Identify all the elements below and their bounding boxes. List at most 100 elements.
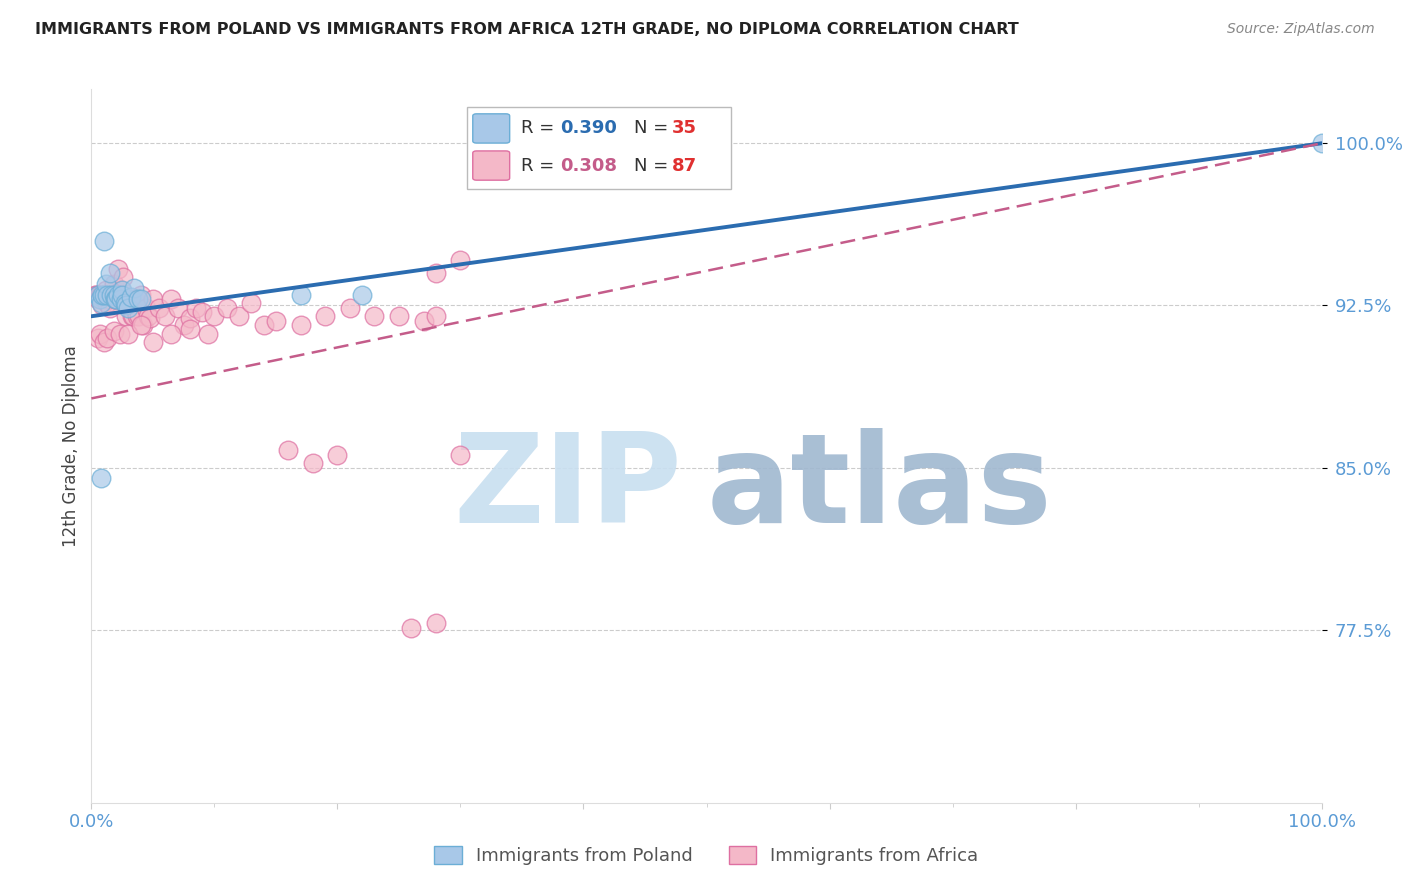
- Text: atlas: atlas: [706, 428, 1052, 549]
- Point: [425, 310, 447, 324]
- Point: [108, 292, 131, 306]
- Text: R =: R =: [520, 157, 560, 175]
- Point: [184, 301, 207, 315]
- Point: [228, 310, 250, 324]
- FancyBboxPatch shape: [467, 107, 731, 189]
- Point: [96, 277, 117, 291]
- Point: [277, 443, 299, 458]
- Point: [191, 305, 214, 319]
- Y-axis label: 12th Grade, No Diploma: 12th Grade, No Diploma: [62, 345, 80, 547]
- Text: 35: 35: [672, 120, 697, 137]
- Point: [111, 287, 134, 301]
- Point: [314, 310, 336, 324]
- Point: [160, 326, 183, 341]
- Point: [128, 310, 150, 324]
- Point: [114, 292, 136, 306]
- Point: [179, 322, 201, 336]
- Point: [93, 335, 115, 350]
- Point: [86, 287, 108, 301]
- Point: [90, 296, 112, 310]
- Point: [96, 283, 117, 297]
- Text: 0.390: 0.390: [560, 120, 617, 137]
- Point: [124, 292, 146, 306]
- Point: [425, 616, 447, 631]
- Point: [240, 296, 263, 310]
- Point: [103, 287, 125, 301]
- Point: [86, 331, 108, 345]
- Point: [253, 318, 276, 332]
- Point: [135, 301, 156, 315]
- Point: [136, 310, 159, 324]
- Point: [352, 287, 374, 301]
- Point: [98, 266, 121, 280]
- Point: [425, 266, 447, 280]
- Text: IMMIGRANTS FROM POLAND VS IMMIGRANTS FROM AFRICA 12TH GRADE, NO DIPLOMA CORRELAT: IMMIGRANTS FROM POLAND VS IMMIGRANTS FRO…: [35, 22, 1019, 37]
- Point: [89, 290, 111, 304]
- Point: [449, 448, 471, 462]
- Legend: Immigrants from Poland, Immigrants from Africa: Immigrants from Poland, Immigrants from …: [427, 838, 986, 872]
- Text: N =: N =: [634, 157, 673, 175]
- Point: [148, 301, 170, 315]
- Point: [120, 290, 142, 304]
- Point: [142, 335, 165, 350]
- Point: [202, 310, 225, 324]
- Point: [166, 301, 188, 315]
- Point: [96, 287, 118, 301]
- Point: [84, 287, 107, 301]
- Point: [117, 292, 139, 306]
- Point: [112, 270, 135, 285]
- Text: N =: N =: [634, 120, 673, 137]
- Point: [93, 287, 115, 301]
- Point: [103, 277, 125, 291]
- Point: [118, 301, 141, 315]
- Text: 87: 87: [672, 157, 697, 175]
- Point: [127, 292, 149, 306]
- Point: [290, 318, 312, 332]
- Point: [363, 310, 385, 324]
- Point: [86, 292, 108, 306]
- Point: [107, 261, 129, 276]
- Point: [107, 287, 129, 301]
- Point: [87, 287, 110, 301]
- Point: [142, 292, 165, 306]
- Point: [90, 471, 112, 485]
- Point: [129, 287, 152, 301]
- Point: [449, 253, 471, 268]
- Point: [114, 298, 138, 312]
- Point: [115, 292, 138, 306]
- Point: [120, 301, 142, 315]
- Point: [179, 311, 201, 326]
- Point: [104, 292, 127, 306]
- FancyBboxPatch shape: [472, 114, 509, 143]
- Point: [89, 326, 111, 341]
- Point: [96, 296, 118, 310]
- Point: [1310, 136, 1333, 151]
- Point: [114, 310, 138, 324]
- Point: [110, 292, 132, 306]
- Point: [111, 287, 134, 301]
- Point: [97, 292, 120, 306]
- Point: [339, 301, 361, 315]
- Point: [110, 283, 132, 297]
- Point: [412, 313, 434, 327]
- Point: [108, 326, 131, 341]
- Text: ZIP: ZIP: [453, 428, 682, 549]
- Point: [105, 292, 127, 306]
- Point: [129, 318, 152, 332]
- Point: [173, 318, 195, 332]
- Point: [290, 287, 312, 301]
- Point: [117, 301, 139, 315]
- Point: [86, 287, 108, 301]
- Point: [104, 292, 127, 306]
- Point: [117, 326, 139, 341]
- Point: [153, 310, 177, 324]
- Point: [124, 305, 146, 319]
- Point: [121, 310, 143, 324]
- Point: [100, 287, 122, 301]
- Point: [197, 326, 219, 341]
- Point: [215, 301, 238, 315]
- Point: [90, 287, 112, 301]
- Point: [127, 292, 149, 306]
- Point: [93, 287, 115, 301]
- Point: [86, 287, 108, 301]
